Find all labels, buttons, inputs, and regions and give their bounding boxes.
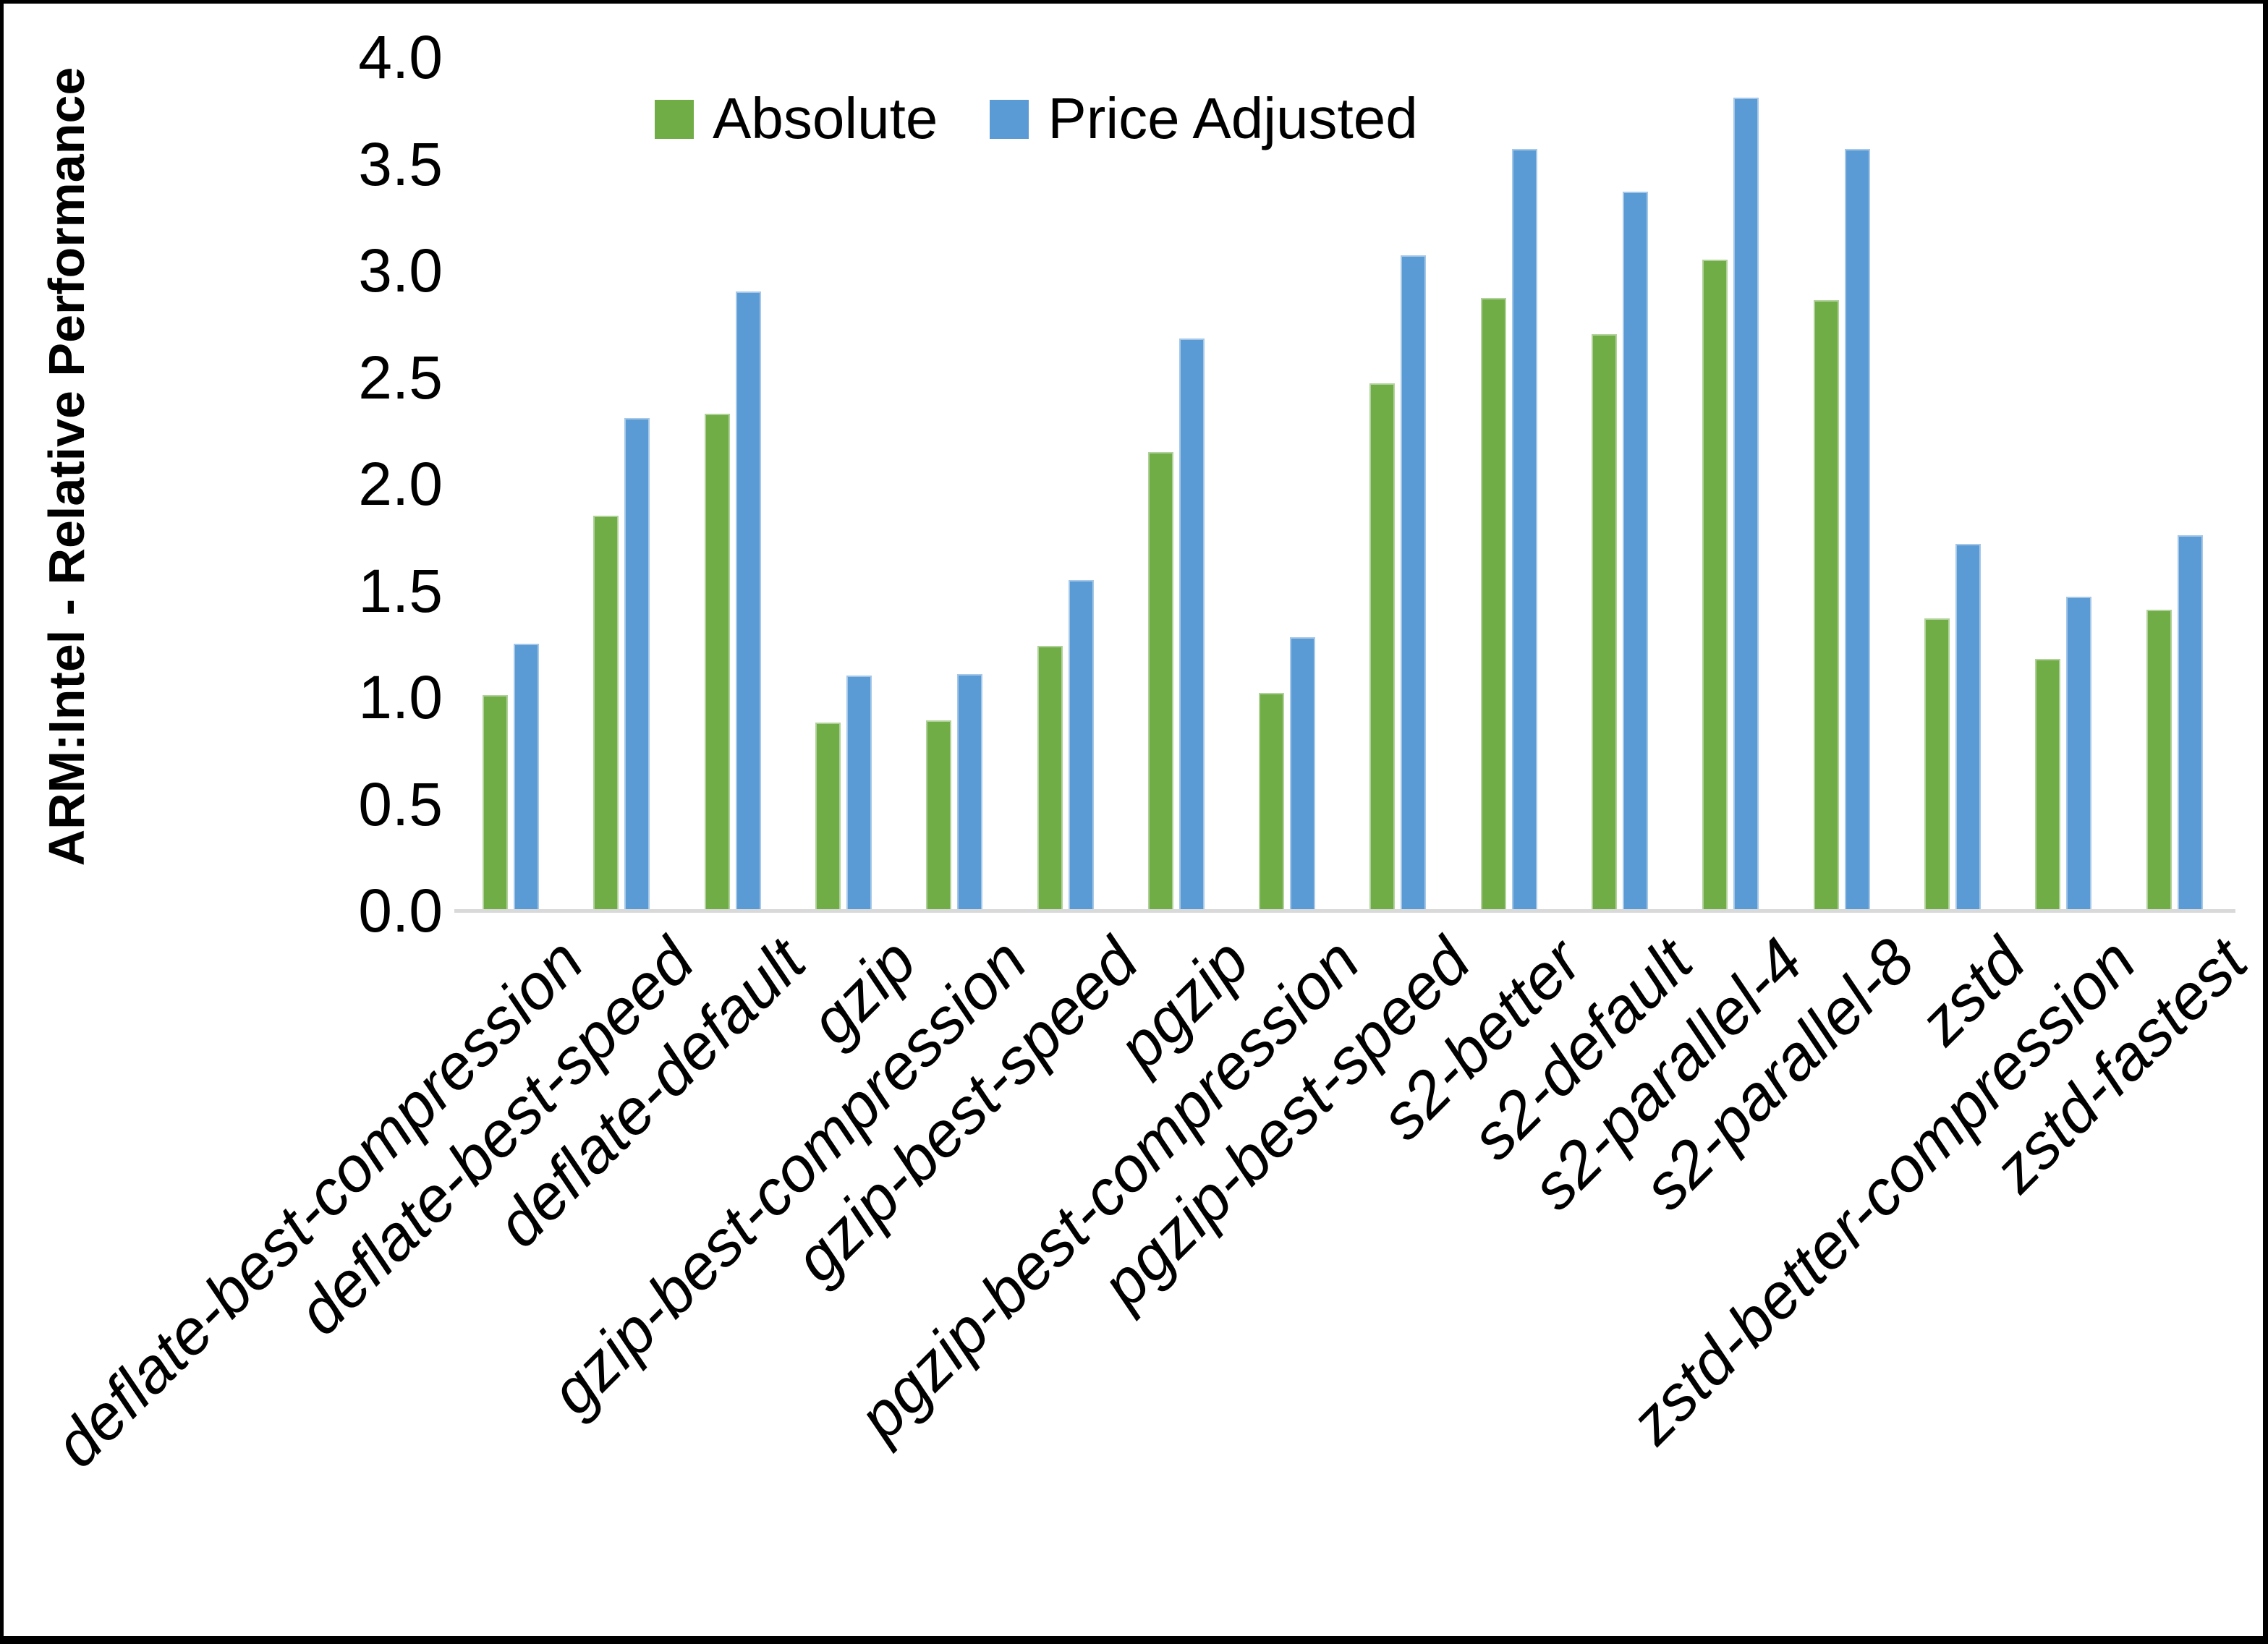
frame-border-bottom <box>0 1636 2268 1644</box>
bar-price-adjusted-deflate-best-speed <box>624 418 650 911</box>
bar-absolute-zstd <box>1924 618 1950 911</box>
bar-absolute-pgzip <box>1148 452 1173 911</box>
bar-price-adjusted-s2-parallel-8 <box>1845 149 1870 911</box>
bar-absolute-zstd-better-compression <box>2035 659 2060 911</box>
frame-border-left <box>0 0 4 1644</box>
bar-price-adjusted-pgzip-best-compression <box>1290 637 1315 911</box>
bar-price-adjusted-s2-better <box>1512 149 1537 911</box>
legend-item-absolute: Absolute <box>655 88 938 149</box>
bar-price-adjusted-gzip-best-compression <box>957 674 982 911</box>
bar-absolute-s2-default <box>1592 334 1617 911</box>
bar-price-adjusted-s2-parallel-4 <box>1733 98 1759 911</box>
bar-price-adjusted-gzip <box>846 676 872 911</box>
bar-price-adjusted-pgzip <box>1179 338 1205 911</box>
bar-absolute-s2-better <box>1481 298 1506 911</box>
y-tick-label: 2.5 <box>358 343 443 412</box>
bar-absolute-gzip <box>815 723 841 911</box>
bar-absolute-s2-parallel-4 <box>1702 260 1728 911</box>
bar-absolute-pgzip-best-speed <box>1369 383 1395 911</box>
y-tick-label: 2.0 <box>358 450 443 518</box>
legend-label-price-adjusted: Price Adjusted <box>1048 86 1418 150</box>
frame-border-right <box>2263 0 2268 1644</box>
legend-item-price-adjusted: Price Adjusted <box>990 86 1418 150</box>
bar-absolute-gzip-best-speed <box>1037 646 1063 911</box>
bar-price-adjusted-zstd-better-compression <box>2066 597 2091 911</box>
bar-price-adjusted-zstd-fastest <box>2178 535 2203 911</box>
bar-absolute-gzip-best-compression <box>926 720 951 911</box>
y-tick-label: 4.0 <box>358 23 443 91</box>
bar-absolute-pgzip-best-compression <box>1259 693 1284 911</box>
frame-border-top <box>0 0 2268 4</box>
bar-price-adjusted-s2-default <box>1623 192 1648 911</box>
bar-absolute-deflate-best-compression <box>483 695 508 911</box>
legend-label-absolute: Absolute <box>713 86 938 150</box>
bar-absolute-zstd-fastest <box>2146 610 2172 911</box>
y-tick-label: 1.5 <box>358 556 443 625</box>
y-tick-label: 3.0 <box>358 237 443 304</box>
y-axis-title: ARM:Intel - Relative Performance <box>38 67 95 866</box>
y-tick-label: 0.5 <box>358 770 443 838</box>
bar-absolute-s2-parallel-8 <box>1814 300 1839 911</box>
bar-price-adjusted-gzip-best-speed <box>1069 580 1094 911</box>
bar-price-adjusted-pgzip-best-speed <box>1401 255 1426 911</box>
y-tick-label: 0.0 <box>358 877 443 945</box>
bar-price-adjusted-deflate-default <box>736 291 761 911</box>
legend-swatch-price-adjusted <box>990 100 1029 139</box>
y-tick-label: 3.5 <box>358 129 443 198</box>
legend: Absolute Price Adjusted <box>655 88 1418 149</box>
x-axis-line <box>454 909 2235 913</box>
bar-price-adjusted-deflate-best-compression <box>514 644 539 911</box>
bar-price-adjusted-zstd <box>1955 544 1981 911</box>
y-tick-label: 1.0 <box>358 663 443 731</box>
legend-swatch-absolute <box>655 100 694 139</box>
bar-absolute-deflate-default <box>705 414 730 911</box>
bar-absolute-deflate-best-speed <box>593 516 619 911</box>
